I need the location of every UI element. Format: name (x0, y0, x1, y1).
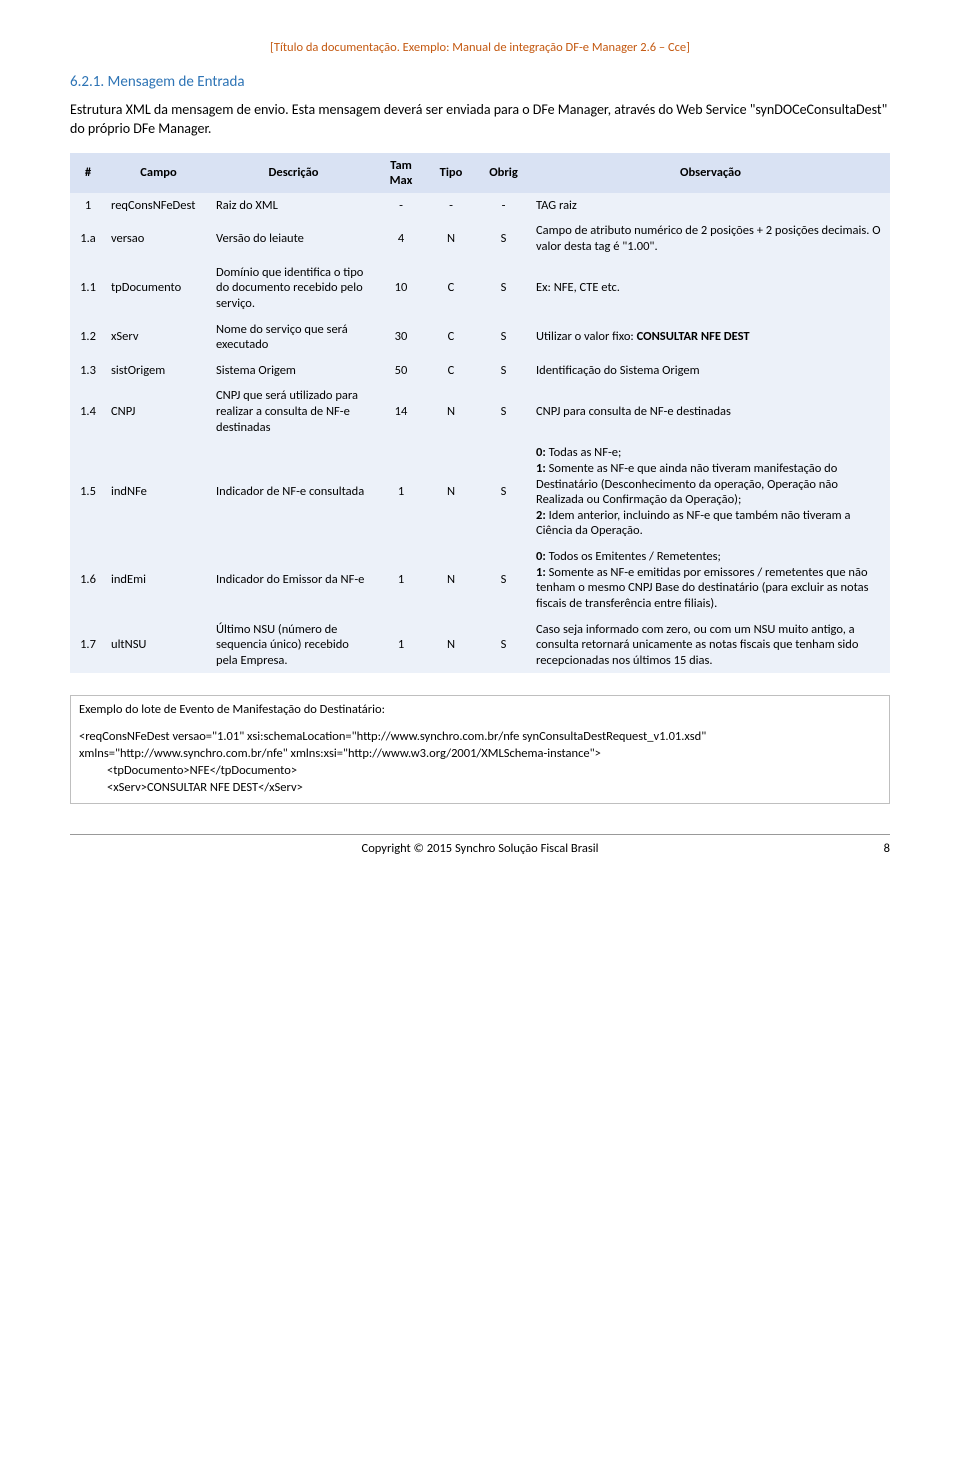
xml-example-line: <tpDocumento>NFE</tpDocumento> (79, 763, 881, 780)
example-title: Exemplo do lote de Evento de Manifestaçã… (79, 702, 881, 719)
table-cell: 1.1 (70, 260, 106, 317)
table-cell: 1.6 (70, 544, 106, 617)
table-cell: Nome do serviço que será executado (211, 317, 376, 358)
table-cell: 0: Todos os Emitentes / Remetentes;1: So… (531, 544, 890, 617)
page-number: 8 (884, 841, 890, 856)
table-cell: - (426, 193, 476, 219)
table-cell: 1.a (70, 218, 106, 259)
col-tipo: Tipo (426, 153, 476, 193)
table-cell: Caso seja informado com zero, ou com um … (531, 617, 890, 674)
table-row: 1.3sistOrigemSistema Origem50CSIdentific… (70, 358, 890, 384)
section-title: 6.2.1. Mensagem de Entrada (70, 73, 890, 91)
table-cell: Sistema Origem (211, 358, 376, 384)
table-cell: tpDocumento (106, 260, 211, 317)
intro-paragraph: Estrutura XML da mensagem de envio. Esta… (70, 101, 890, 139)
table-cell: Versão do leiaute (211, 218, 376, 259)
table-row: 1.aversaoVersão do leiaute4NSCampo de at… (70, 218, 890, 259)
table-row: 1.5indNFeIndicador de NF-e consultada1NS… (70, 440, 890, 544)
example-box: Exemplo do lote de Evento de Manifestaçã… (70, 695, 890, 803)
table-cell: 4 (376, 218, 426, 259)
doc-header-tag: [Título da documentação. Exemplo: Manual… (70, 40, 890, 55)
table-cell: Campo de atributo numérico de 2 posições… (531, 218, 890, 259)
table-cell: Indicador do Emissor da NF-e (211, 544, 376, 617)
table-cell: ultNSU (106, 617, 211, 674)
table-header-row: # Campo Descrição Tam Max Tipo Obrig Obs… (70, 153, 890, 193)
table-cell: Ex: NFE, CTE etc. (531, 260, 890, 317)
page-footer: Copyright © 2015 Synchro Solução Fiscal … (70, 834, 890, 856)
table-cell: 1 (376, 617, 426, 674)
table-cell: S (476, 383, 531, 440)
col-observacao: Observação (531, 153, 890, 193)
table-cell: CNPJ (106, 383, 211, 440)
table-cell: sistOrigem (106, 358, 211, 384)
table-cell: N (426, 440, 476, 544)
table-cell: 1 (376, 544, 426, 617)
table-cell: 1 (376, 440, 426, 544)
table-cell: S (476, 218, 531, 259)
table-row: 1reqConsNFeDestRaiz do XML---TAG raiz (70, 193, 890, 219)
table-cell: indEmi (106, 544, 211, 617)
table-cell: CNPJ que será utilizado para realizar a … (211, 383, 376, 440)
table-cell: 50 (376, 358, 426, 384)
xml-structure-table: # Campo Descrição Tam Max Tipo Obrig Obs… (70, 153, 890, 674)
table-cell: 14 (376, 383, 426, 440)
table-cell: Indicador de NF-e consultada (211, 440, 376, 544)
table-cell: xServ (106, 317, 211, 358)
table-cell: S (476, 544, 531, 617)
table-cell: C (426, 317, 476, 358)
table-cell: N (426, 617, 476, 674)
table-cell: Raiz do XML (211, 193, 376, 219)
table-cell: S (476, 440, 531, 544)
table-cell: 30 (376, 317, 426, 358)
table-cell: S (476, 617, 531, 674)
table-row: 1.1tpDocumentoDomínio que identifica o t… (70, 260, 890, 317)
table-cell: reqConsNFeDest (106, 193, 211, 219)
table-cell: 1 (70, 193, 106, 219)
col-descricao: Descrição (211, 153, 376, 193)
table-cell: S (476, 317, 531, 358)
table-cell: Utilizar o valor fixo: CONSULTAR NFE DES… (531, 317, 890, 358)
col-hash: # (70, 153, 106, 193)
table-cell: 1.2 (70, 317, 106, 358)
table-cell: S (476, 358, 531, 384)
table-cell: C (426, 358, 476, 384)
table-cell: N (426, 218, 476, 259)
table-row: 1.2xServNome do serviço que será executa… (70, 317, 890, 358)
table-cell: 1.5 (70, 440, 106, 544)
col-obrig: Obrig (476, 153, 531, 193)
table-cell: indNFe (106, 440, 211, 544)
table-cell: 1.7 (70, 617, 106, 674)
table-cell: 0: Todas as NF-e;1: Somente as NF-e que … (531, 440, 890, 544)
table-cell: - (476, 193, 531, 219)
table-cell: Domínio que identifica o tipo do documen… (211, 260, 376, 317)
table-row: 1.6indEmiIndicador do Emissor da NF-e1NS… (70, 544, 890, 617)
table-cell: N (426, 383, 476, 440)
table-cell: N (426, 544, 476, 617)
col-campo: Campo (106, 153, 211, 193)
copyright-text: Copyright © 2015 Synchro Solução Fiscal … (362, 841, 599, 856)
table-cell: CNPJ para consulta de NF-e destinadas (531, 383, 890, 440)
table-row: 1.7ultNSUÚltimo NSU (número de sequencia… (70, 617, 890, 674)
table-cell: 1.3 (70, 358, 106, 384)
table-cell: C (426, 260, 476, 317)
table-row: 1.4CNPJCNPJ que será utilizado para real… (70, 383, 890, 440)
table-cell: 1.4 (70, 383, 106, 440)
table-cell: - (376, 193, 426, 219)
table-cell: versao (106, 218, 211, 259)
table-cell: Identificação do Sistema Origem (531, 358, 890, 384)
xml-example-line: <xServ>CONSULTAR NFE DEST</xServ> (79, 780, 881, 797)
table-cell: S (476, 260, 531, 317)
table-cell: Último NSU (número de sequencia único) r… (211, 617, 376, 674)
table-cell: 10 (376, 260, 426, 317)
xml-example-line: <reqConsNFeDest versao="1.01" xsi:schema… (79, 729, 881, 763)
col-tam-max: Tam Max (376, 153, 426, 193)
table-cell: TAG raiz (531, 193, 890, 219)
